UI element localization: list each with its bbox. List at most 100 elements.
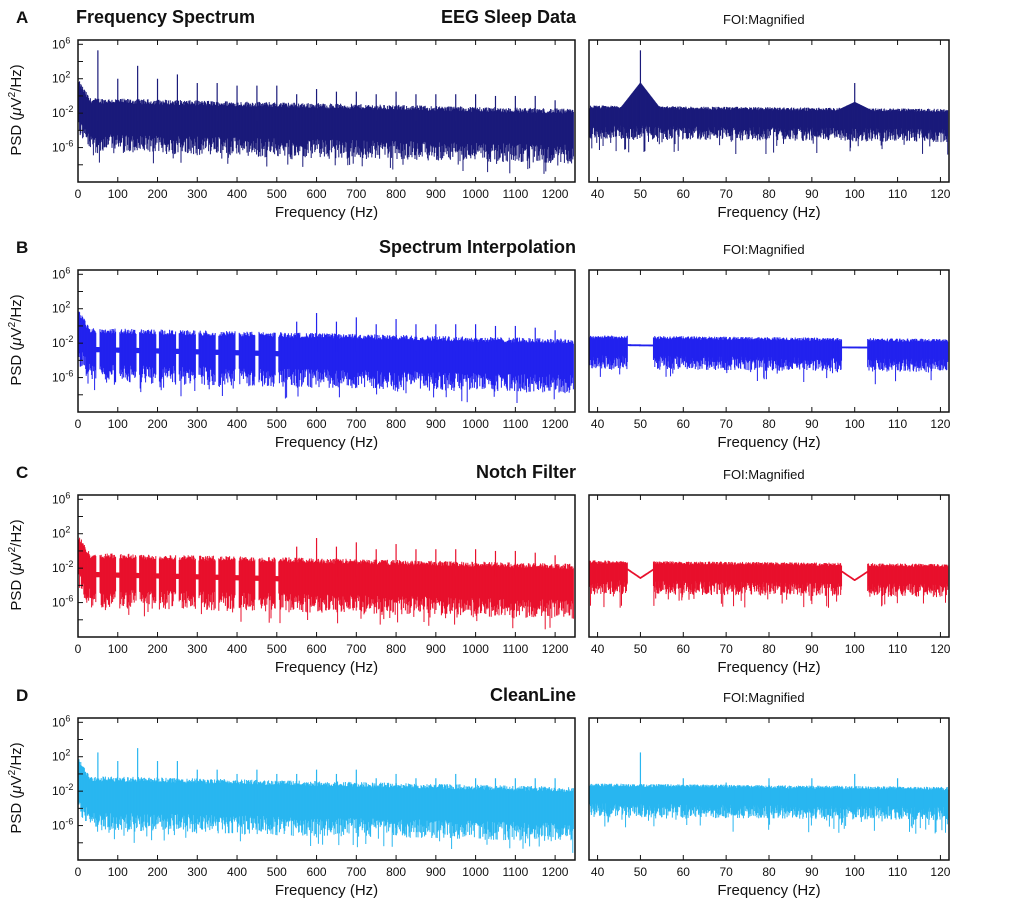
x-tick-label: 200 — [148, 417, 168, 431]
C-full-frame — [77, 494, 576, 638]
B-foi-chart: 40 50 60 70 80 90 100 110 120 — [588, 269, 951, 431]
x-tick-label: 500 — [267, 865, 287, 879]
x-tick-label: 90 — [805, 865, 819, 879]
x-tick-label: 1000 — [462, 417, 489, 431]
x-tick-label: 0 — [75, 417, 82, 431]
x-tick-label: 60 — [677, 865, 691, 879]
B-full-frame — [77, 269, 576, 413]
x-tick-label: 400 — [227, 417, 247, 431]
foi-title: FOI:Magnified — [723, 690, 805, 705]
x-tick-label: 100 — [845, 187, 865, 201]
x-tick-label: 90 — [805, 417, 819, 431]
x-tick-label: 900 — [426, 865, 446, 879]
x-tick-label: 1100 — [502, 417, 528, 431]
x-axis-label-foi: Frequency (Hz) — [717, 204, 821, 221]
x-tick-label: 110 — [888, 865, 907, 879]
x-tick-label: 200 — [148, 642, 168, 656]
x-tick-label: 600 — [307, 417, 327, 431]
panel-subtitle: EEG Sleep Data — [440, 7, 576, 27]
x-tick-label: 300 — [187, 417, 207, 431]
panel-letter: A — [16, 8, 29, 27]
x-tick-label: 0 — [75, 642, 82, 656]
x-tick-label: 800 — [386, 642, 406, 656]
x-tick-label: 120 — [930, 187, 950, 201]
foi-title: FOI:Magnified — [723, 467, 805, 482]
C-foi-series — [589, 560, 949, 608]
y-tick-label: 106 — [52, 265, 70, 281]
x-tick-label: 60 — [677, 187, 691, 201]
D-full-series — [78, 759, 574, 853]
x-tick-label: 500 — [267, 642, 287, 656]
x-tick-label: 80 — [762, 642, 776, 656]
y-tick-label: 106 — [52, 490, 70, 506]
x-tick-label: 60 — [677, 417, 691, 431]
x-tick-label: 400 — [227, 865, 247, 879]
x-tick-label: 600 — [307, 642, 327, 656]
x-tick-label: 100 — [108, 187, 128, 201]
x-tick-label: 200 — [148, 865, 168, 879]
C-full-chart: 0 100 200 300 400 500 600 700 800 900 1000 1100 1200… — [52, 490, 576, 656]
y-tick-label: 10-6 — [52, 594, 73, 610]
x-tick-label: 400 — [227, 642, 247, 656]
y-tick-label: 10-6 — [52, 369, 73, 385]
x-tick-label: 700 — [346, 865, 366, 879]
x-tick-label: 1100 — [502, 187, 528, 201]
x-tick-label: 800 — [386, 417, 406, 431]
x-tick-label: 300 — [187, 642, 207, 656]
y-tick-label: 106 — [52, 35, 70, 51]
x-tick-label: 80 — [762, 187, 776, 201]
panel-letter: D — [16, 686, 29, 705]
x-tick-label: 100 — [845, 642, 865, 656]
x-axis-label: Frequency (Hz) — [274, 434, 379, 451]
y-tick-label: 102 — [52, 525, 70, 541]
x-tick-label: 0 — [75, 187, 82, 201]
y-tick-label: 10-6 — [52, 139, 73, 155]
D-full-chart: 0 100 200 300 400 500 600 700 800 900 1000 1100 1200… — [52, 713, 576, 879]
x-tick-label: 70 — [719, 865, 733, 879]
x-tick-label: 1200 — [542, 642, 569, 656]
x-tick-label: 600 — [307, 187, 327, 201]
x-tick-label: 600 — [307, 865, 327, 879]
panel-subtitle: Spectrum Interpolation — [378, 237, 576, 257]
y-tick-label: 10-6 — [52, 817, 73, 833]
x-tick-label: 70 — [719, 642, 733, 656]
x-tick-label: 700 — [346, 187, 366, 201]
x-tick-label: 500 — [267, 187, 287, 201]
x-tick-label: 400 — [227, 187, 247, 201]
x-tick-label: 90 — [805, 642, 819, 656]
x-tick-label: 800 — [386, 187, 406, 201]
x-tick-label: 60 — [677, 642, 691, 656]
foi-title: FOI:Magnified — [723, 242, 805, 257]
x-tick-label: 100 — [845, 417, 865, 431]
x-tick-label: 700 — [346, 417, 366, 431]
x-axis-label-foi: Frequency (Hz) — [717, 882, 821, 899]
x-tick-label: 1200 — [542, 865, 569, 879]
x-tick-label: 110 — [888, 417, 907, 431]
x-axis-label: Frequency (Hz) — [274, 882, 379, 899]
x-tick-label: 1100 — [502, 865, 528, 879]
x-tick-label: 1000 — [462, 187, 489, 201]
x-tick-label: 70 — [719, 187, 733, 201]
x-tick-label: 900 — [426, 417, 446, 431]
x-tick-label: 500 — [267, 417, 287, 431]
A-full-frame — [77, 39, 576, 183]
x-tick-label: 300 — [187, 865, 207, 879]
x-tick-label: 200 — [148, 187, 168, 201]
y-tick-label: 10-2 — [52, 104, 73, 120]
x-axis-label: Frequency (Hz) — [274, 204, 379, 221]
x-tick-label: 1000 — [462, 642, 489, 656]
panel-subtitle: CleanLine — [489, 685, 576, 705]
y-axis-label: PSD (μV2/Hz) — [7, 294, 25, 386]
x-tick-label: 900 — [426, 187, 446, 201]
x-tick-label: 800 — [386, 865, 406, 879]
main-title: Frequency Spectrum — [76, 7, 256, 27]
x-tick-label: 110 — [888, 642, 907, 656]
D-foi-chart: 40 50 60 70 80 90 100 110 120 — [588, 717, 951, 879]
x-tick-label: 900 — [426, 642, 446, 656]
x-tick-label: 50 — [634, 865, 648, 879]
x-tick-label: 80 — [762, 865, 776, 879]
x-axis-label: Frequency (Hz) — [274, 659, 379, 676]
foi-title: FOI:Magnified — [723, 12, 805, 27]
x-tick-label: 80 — [762, 417, 776, 431]
y-tick-label: 10-2 — [52, 334, 73, 350]
